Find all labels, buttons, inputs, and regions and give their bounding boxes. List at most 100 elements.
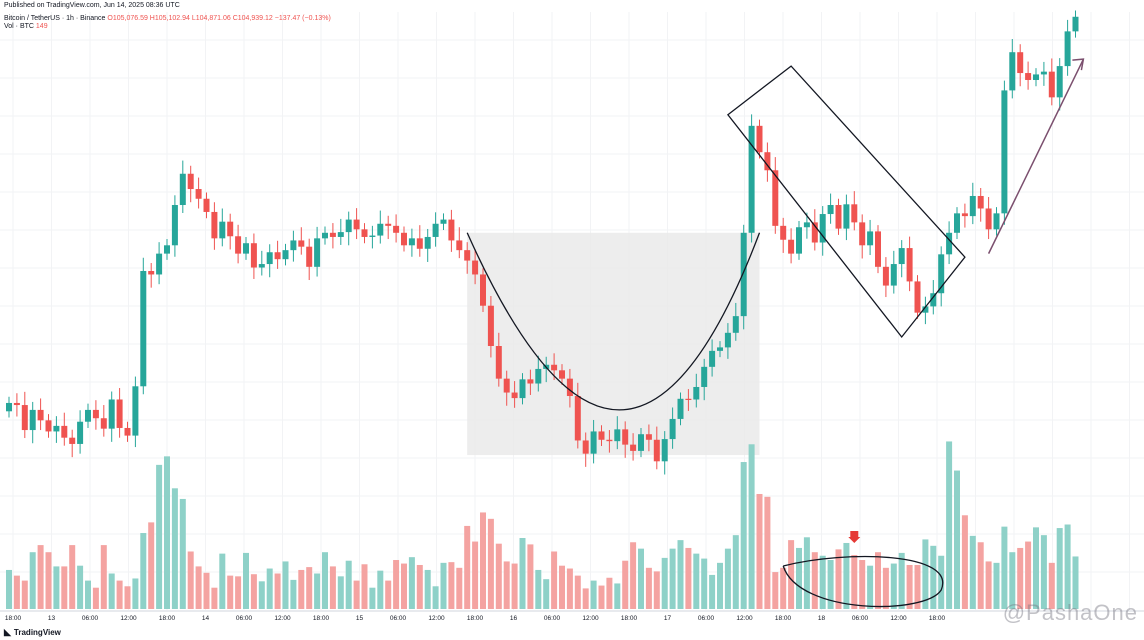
tradingview-brand[interactable]: ◣ TradingView [4, 627, 61, 638]
volume-bar [353, 580, 360, 609]
volume-bar [827, 560, 834, 609]
candle [527, 369, 534, 395]
candle-body [843, 204, 850, 229]
x-tick-label: 15 [356, 615, 364, 622]
candle-body [329, 232, 336, 237]
candle [495, 332, 502, 387]
candle [258, 250, 265, 276]
volume-bar [906, 564, 913, 609]
candle [772, 157, 779, 234]
candle [408, 228, 415, 257]
x-tick-label: 12:00 [120, 615, 137, 622]
candle-body [875, 231, 881, 267]
volume-bar [590, 580, 597, 609]
candle-body [590, 431, 597, 454]
candle [1001, 80, 1008, 225]
candle-body [827, 205, 834, 215]
candle [385, 215, 392, 240]
volume-bar [859, 560, 866, 609]
candle-body [780, 225, 787, 240]
volume-bar [1033, 527, 1039, 609]
volume-bar [408, 557, 415, 609]
candle-body [709, 350, 716, 367]
candle-body [92, 409, 99, 419]
volume-bar [156, 464, 163, 609]
candle-body [835, 205, 842, 229]
volume-bar [464, 525, 471, 609]
candle [827, 193, 834, 224]
candle [187, 165, 194, 203]
candle-body [250, 243, 257, 268]
candle [440, 213, 447, 231]
candle-body [527, 379, 534, 384]
volume-bar [69, 545, 76, 609]
candle-body [227, 221, 234, 237]
x-tick-label: 06:00 [544, 615, 561, 622]
candle-body [693, 386, 700, 400]
volume-bar [756, 493, 763, 609]
candle-body [582, 440, 589, 454]
candle [630, 433, 637, 461]
candle-body [61, 425, 68, 438]
candle-body [1056, 66, 1063, 98]
symbol-title: Bitcoin / TetherUS · 1h · Binance [4, 15, 106, 22]
candle [519, 373, 526, 405]
volume-bar [566, 568, 573, 609]
candle-body [622, 429, 629, 445]
candle-body [274, 252, 281, 260]
volume-bar [922, 539, 929, 609]
candle-body [1009, 52, 1016, 91]
candle [835, 198, 842, 235]
volume-bar [140, 533, 147, 609]
candle [1025, 61, 1032, 90]
candle-body [77, 421, 84, 444]
x-tick-label: 13 [48, 615, 56, 622]
breakout-arrow-head [1072, 58, 1085, 71]
x-tick-label: 06:00 [82, 615, 99, 622]
candle-body [535, 368, 542, 384]
volume-bar [61, 566, 68, 609]
candle-body [448, 219, 455, 241]
candle [756, 119, 763, 159]
candle [811, 209, 818, 251]
volume-bar [803, 537, 810, 609]
volume-bar [614, 583, 621, 609]
candle-body [298, 240, 305, 247]
candle-body [1048, 71, 1055, 98]
candle [164, 239, 170, 260]
chart-grid [0, 12, 1144, 610]
volume-bar [543, 579, 550, 609]
candle-body [480, 274, 486, 306]
candle-body [440, 219, 447, 224]
volume-bar [1025, 541, 1032, 609]
volume-bar [645, 567, 652, 609]
candle-body [377, 223, 384, 236]
candle [582, 432, 589, 467]
candle [148, 263, 155, 288]
candle [701, 358, 708, 401]
candle-body [361, 229, 368, 237]
volume-bar [1072, 556, 1079, 609]
candle-body [503, 378, 510, 393]
volume-bar [717, 562, 723, 609]
candle-body [946, 232, 953, 255]
candle-body [408, 238, 415, 246]
candle [132, 376, 139, 448]
candle-body [401, 232, 407, 246]
candle-body [748, 125, 755, 233]
candle-body [85, 409, 91, 422]
volume-bar [890, 563, 897, 609]
candle-body [156, 253, 163, 275]
volume-bar [385, 580, 392, 609]
x-tick-label: 18:00 [929, 615, 946, 622]
candle [77, 410, 84, 454]
candle-body [598, 431, 605, 440]
volume-bar [835, 549, 842, 609]
candle [954, 207, 960, 240]
candle-body [977, 195, 984, 209]
candle-body [53, 425, 60, 432]
volume-bars [6, 441, 1079, 609]
x-tick-label: 18:00 [313, 615, 330, 622]
candle [227, 213, 234, 250]
